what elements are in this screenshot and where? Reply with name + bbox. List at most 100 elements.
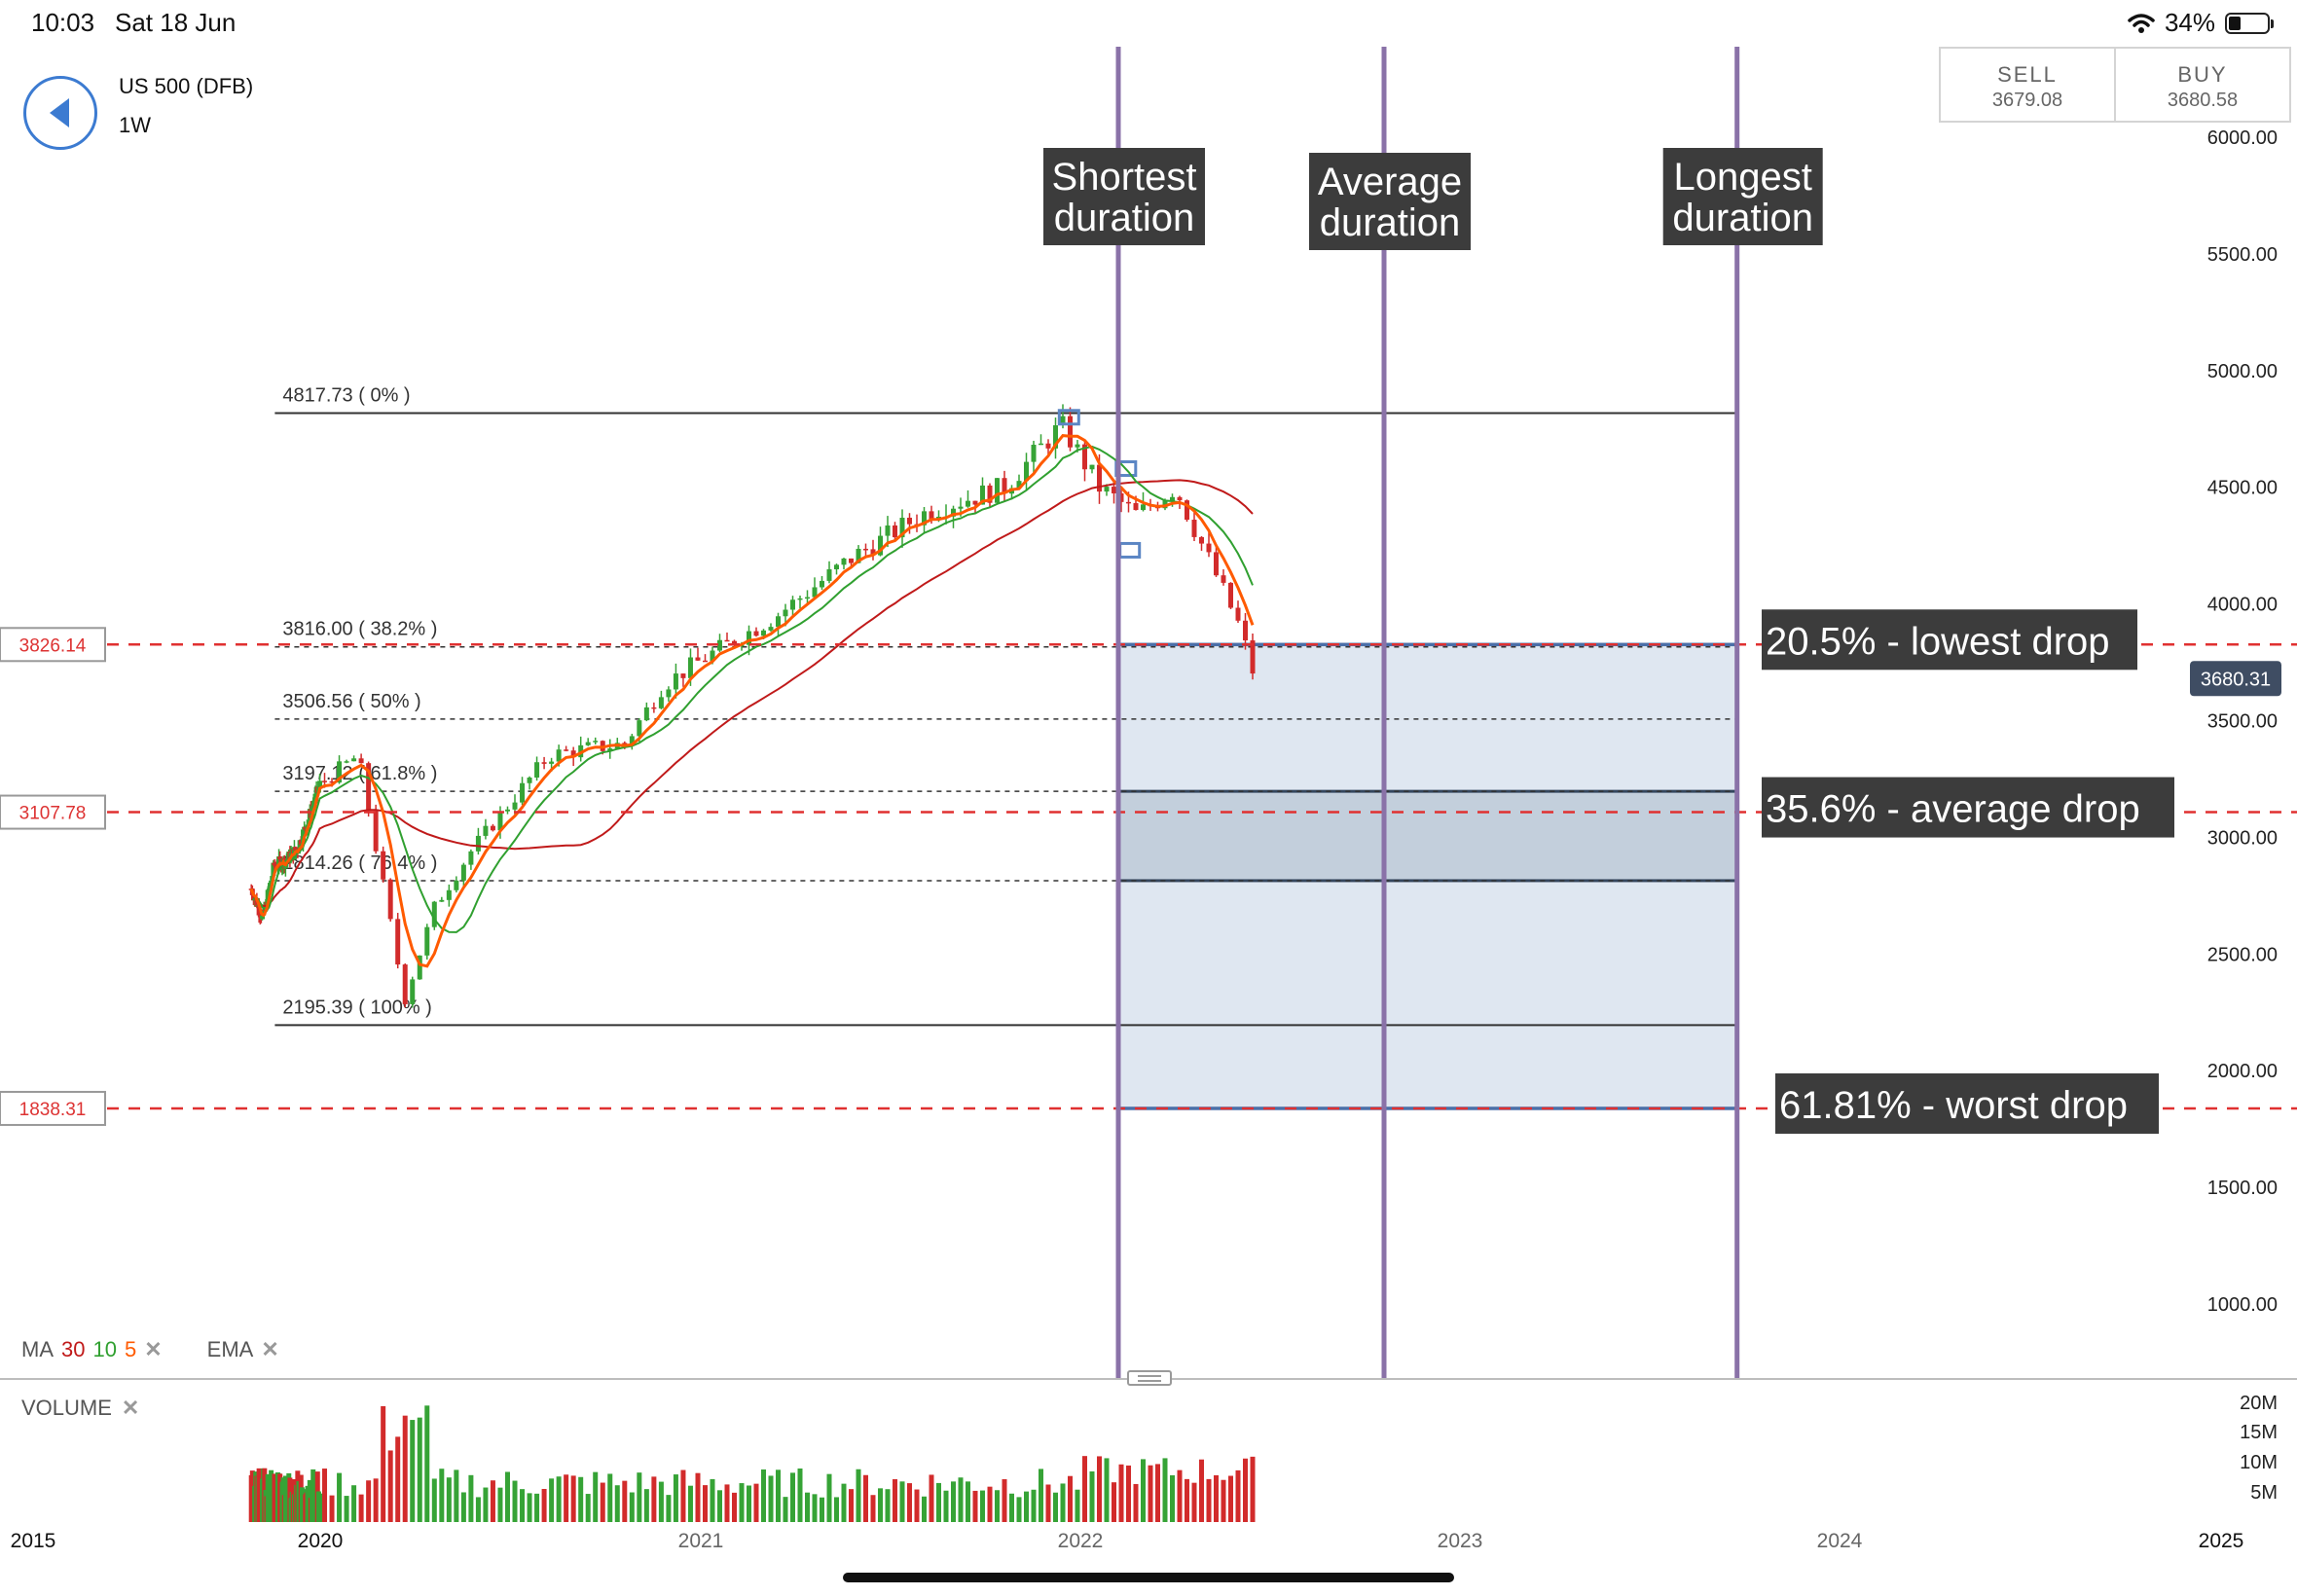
volume-bar-106 (637, 1472, 642, 1522)
candle-body-170 (1104, 487, 1110, 492)
volume-bar-140 (885, 1489, 891, 1522)
candle-body-17 (267, 883, 273, 889)
volume-bar-122 (753, 1483, 759, 1522)
volume-bar-71 (381, 1405, 386, 1522)
volume-bar-120 (739, 1483, 745, 1522)
remove-ma-icon[interactable]: ✕ (144, 1337, 163, 1361)
candle-body-145 (922, 511, 927, 526)
volume-bar-113 (687, 1485, 693, 1522)
volume-bar-173 (1126, 1465, 1131, 1522)
candle-body-69 (366, 763, 372, 812)
marker-label-2-1: duration (1672, 197, 1813, 239)
volume-bar-102 (607, 1473, 613, 1522)
price-axis: 6000.00 5500.00 5000.00 4500.00 4000.00 3500.… (2190, 127, 2281, 1316)
candle-body-90 (520, 782, 526, 803)
back-button[interactable] (23, 76, 97, 150)
candle-body-139 (878, 535, 883, 556)
volume-bar-97 (570, 1475, 576, 1522)
volume-bar-161 (1039, 1469, 1043, 1522)
volume-bar-139 (878, 1488, 883, 1522)
sell-button[interactable]: SELL 3679.08 (1941, 49, 2114, 121)
current-price-tag: 3680.31 (2201, 669, 2271, 690)
candle-body-181 (1185, 500, 1189, 521)
candle-body-63 (322, 780, 328, 782)
fib-label-5: 2195.39 ( 100% ) (282, 997, 431, 1018)
back-arrow-icon (50, 98, 69, 127)
candle-body-136 (856, 548, 861, 563)
ma30-line (250, 479, 1254, 908)
volume-bar-87 (497, 1487, 503, 1522)
volume-bar-93 (541, 1488, 547, 1522)
candle-body-156 (1002, 478, 1007, 494)
volume-bar-137 (863, 1474, 868, 1522)
volume-bar-170 (1104, 1458, 1110, 1522)
candle-body-162 (1045, 443, 1051, 449)
buy-price: 3680.58 (2167, 90, 2239, 111)
x-tick-4: 2023 (1438, 1530, 1483, 1552)
candle-body-78 (431, 901, 437, 927)
volume-bar-94 (549, 1478, 555, 1522)
candle-body-138 (870, 549, 876, 556)
remove-volume-icon[interactable]: ✕ (121, 1396, 140, 1420)
ma-label[interactable]: MA (21, 1337, 54, 1361)
candle-body-71 (381, 851, 386, 880)
pivot-marker-2 (1118, 541, 1142, 559)
volume-bar-119 (732, 1492, 737, 1522)
x-tick-6: 2025 (2199, 1530, 2244, 1552)
volume-bar-84 (475, 1497, 481, 1522)
candle-body-124 (768, 627, 774, 631)
candle-body-88 (504, 809, 510, 812)
candle-body-167 (1082, 444, 1087, 470)
volume-bar-172 (1118, 1464, 1124, 1522)
candle-body-175 (1141, 504, 1146, 511)
volume-tick-1: 15M (2240, 1422, 2278, 1443)
volume-bar-73 (395, 1436, 401, 1522)
candle-body-133 (834, 564, 839, 569)
marker-label-box-0 (1043, 148, 1205, 245)
status-right: 34% (2128, 8, 2274, 38)
level-tag-box-2 (0, 1090, 106, 1126)
volume-bar-109 (658, 1481, 664, 1522)
ema-label[interactable]: EMA (206, 1337, 254, 1361)
volume-bar-128 (797, 1468, 803, 1522)
buy-button[interactable]: BUY 3680.58 (2114, 49, 2289, 121)
timeframe-selector[interactable]: 1W (119, 113, 151, 137)
volume-bar-146 (929, 1474, 934, 1522)
volume-bar-114 (695, 1472, 701, 1522)
volume-bar-108 (651, 1476, 657, 1522)
volume-bar-81 (454, 1469, 459, 1522)
candle-body-134 (841, 558, 847, 565)
panel-resize-handle[interactable] (1127, 1370, 1172, 1386)
fib-label-0: 4817.73 ( 0% ) (282, 385, 410, 407)
candle-body-179 (1170, 496, 1175, 501)
volume-bar-135 (849, 1489, 854, 1522)
volume-bar-121 (747, 1485, 751, 1522)
candle-body-80 (446, 889, 452, 900)
level-tag-1: 3107.78 (19, 804, 87, 824)
volume-bar-188 (1235, 1469, 1241, 1522)
x-tick-1: 2020 (298, 1530, 344, 1552)
volume-bar-89 (512, 1480, 518, 1522)
status-time: 10:03 (31, 8, 95, 37)
candle-body-127 (790, 599, 795, 610)
volume-label: VOLUME (21, 1396, 112, 1420)
volume-bar-65 (337, 1472, 343, 1522)
volume-bar-168 (1089, 1470, 1095, 1522)
candle-body-154 (987, 485, 993, 503)
candle-body-186 (1221, 575, 1226, 583)
candle-body-131 (820, 580, 824, 588)
candle-body-165 (1068, 416, 1073, 448)
candle-body-123 (761, 630, 766, 636)
candle-body-97 (570, 750, 576, 758)
level-annotation-1: 35.6% - average drop (1766, 788, 2140, 831)
level-annotation-0: 20.5% - lowest drop (1766, 620, 2110, 663)
home-indicator[interactable] (843, 1573, 1454, 1582)
volume-bar-158 (1016, 1497, 1022, 1522)
candle-body-40 (293, 847, 299, 852)
candle-body-106 (637, 720, 642, 737)
candle-body-2 (250, 894, 256, 901)
zone-2 (1116, 789, 1739, 883)
remove-ema-icon[interactable]: ✕ (261, 1337, 279, 1361)
x-tick-0: 2015 (11, 1530, 56, 1552)
